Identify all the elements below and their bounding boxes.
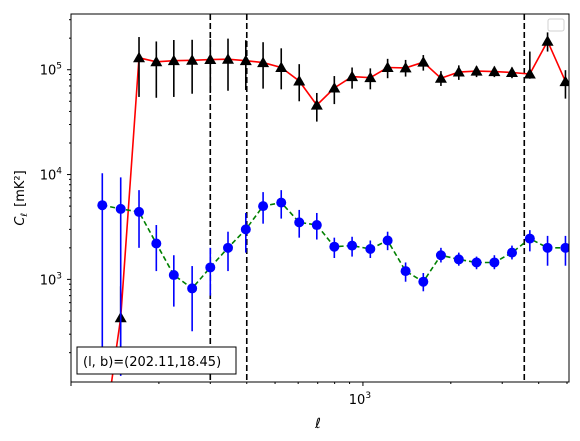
data-point-triangle [470,65,483,76]
data-point-circle [347,240,358,251]
data-point-triangle [257,56,270,68]
data-point-triangle [167,54,180,66]
annotation-box: (l, b)=(202.11,18.45) [76,346,237,375]
data-point-circle [365,243,376,254]
data-point-circle [97,200,108,211]
data-point-triangle [523,68,536,79]
data-point-circle [151,238,162,249]
data-point-triangle [505,66,518,78]
y-tick-label: 105 [40,62,62,79]
data-point-circle [168,270,179,281]
data-point-triangle [186,54,199,65]
data-point-circle [134,206,145,217]
data-point-circle [453,254,464,265]
data-point-circle [205,262,216,273]
axis-ticks: 103 104 105 103 [40,19,568,408]
data-point-triangle [399,61,412,73]
y-axis-label-unit: [mK²] [13,170,28,207]
data-point-circle [435,250,446,261]
y-tick-label: 104 [40,167,63,184]
data-point-circle [240,224,251,235]
data-point-circle [471,257,482,268]
data-point-circle [524,233,535,244]
data-point-circle [276,197,287,208]
x-tick-label: 103 [349,391,371,408]
data-point-triangle [293,75,306,86]
data-point-triangle [239,54,252,66]
data-point-triangle [222,53,235,64]
series-layer [97,32,569,382]
data-point-triangle [133,51,146,63]
data-point-circle [560,242,569,253]
data-point-circle [400,266,411,277]
data-point-triangle [346,70,359,82]
data-point-triangle [381,61,394,72]
data-point-triangle [204,53,217,65]
vertical-dashed-lines [209,14,526,382]
x-axis-label: ℓ [314,416,321,432]
data-point-triangle [541,35,554,46]
data-point-triangle [559,75,569,87]
data-point-triangle [328,81,341,93]
data-point-circle [258,201,269,212]
annotation-text: (l, b)=(202.11,18.45) [83,355,221,370]
data-point-circle [223,242,234,253]
y-tick-label: 103 [40,271,62,288]
data-point-circle [311,220,322,231]
data-point-triangle [150,55,163,67]
data-point-circle [187,283,198,294]
y-axis-label-sub: ℓ [20,213,30,218]
data-point-triangle [364,71,377,83]
data-point-circle [506,247,517,258]
data-point-triangle [275,61,288,72]
data-point-triangle [417,56,430,67]
data-point-circle [489,257,500,268]
data-point-triangle [452,66,465,77]
data-point-circle [294,217,305,228]
data-point-circle [329,241,340,252]
data-point-triangle [434,72,447,83]
legend-box [547,18,565,32]
data-point-circle [382,235,393,246]
data-point-circle [542,242,553,253]
data-point-triangle [488,65,501,77]
data-point-circle [418,276,429,287]
data-point-circle [115,203,126,214]
y-axis-label-main: C [13,216,28,226]
y-axis-label: Cℓ [mK²] [13,170,30,225]
data-point-triangle [310,99,323,110]
